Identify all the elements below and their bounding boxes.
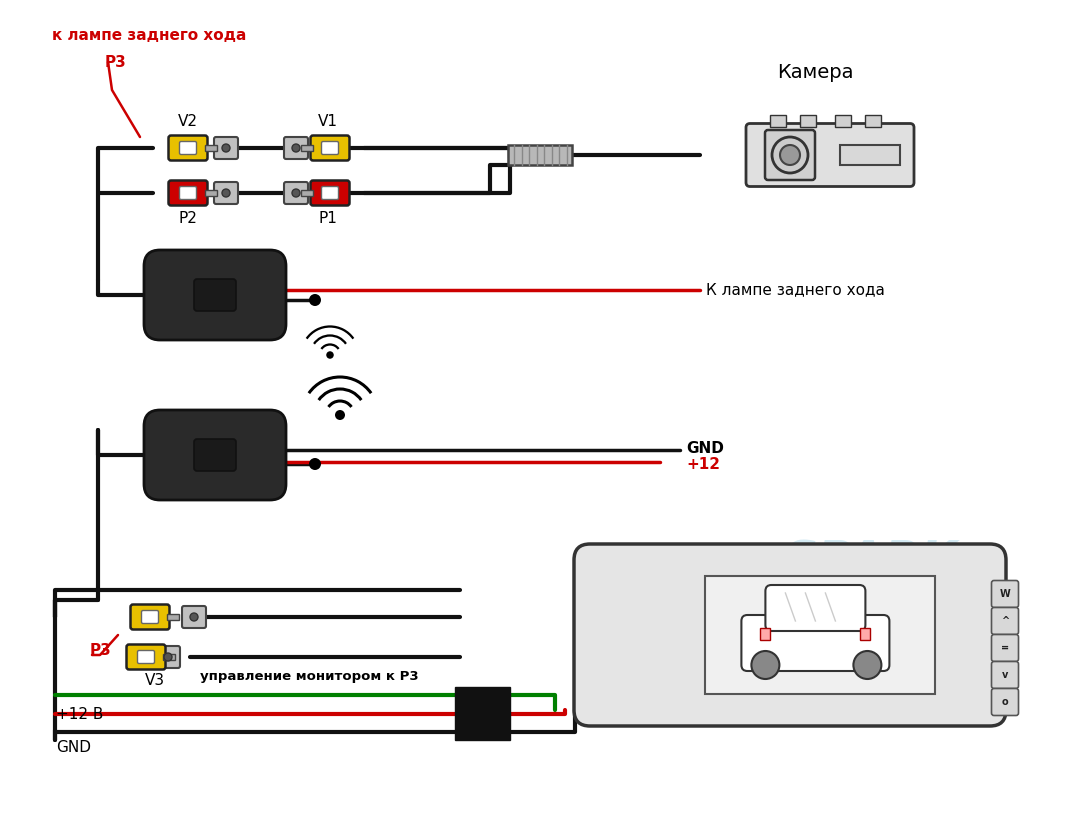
- Circle shape: [190, 613, 198, 621]
- FancyArrow shape: [163, 654, 175, 660]
- Text: к лампе заднего хода: к лампе заднего хода: [53, 28, 247, 43]
- Ellipse shape: [279, 450, 285, 460]
- Text: К лампе заднего хода: К лампе заднего хода: [706, 282, 884, 298]
- Bar: [455, 687, 510, 740]
- FancyArrow shape: [205, 190, 217, 196]
- FancyBboxPatch shape: [574, 544, 1006, 726]
- FancyBboxPatch shape: [311, 180, 349, 206]
- Bar: [840, 145, 900, 165]
- FancyBboxPatch shape: [746, 124, 914, 186]
- FancyBboxPatch shape: [194, 279, 236, 311]
- FancyBboxPatch shape: [508, 145, 572, 165]
- Ellipse shape: [267, 290, 273, 300]
- Text: V3: V3: [145, 672, 165, 688]
- Text: =: =: [1001, 643, 1009, 653]
- Circle shape: [164, 653, 172, 661]
- FancyBboxPatch shape: [765, 130, 815, 180]
- Ellipse shape: [145, 450, 151, 460]
- Text: +12 В: +12 В: [56, 706, 103, 721]
- FancyArrow shape: [301, 190, 313, 196]
- Circle shape: [222, 189, 230, 197]
- Circle shape: [751, 651, 779, 679]
- Ellipse shape: [157, 450, 163, 460]
- Text: SPARK: SPARK: [783, 540, 957, 585]
- FancyBboxPatch shape: [144, 250, 286, 340]
- Circle shape: [326, 351, 333, 359]
- FancyBboxPatch shape: [182, 606, 206, 628]
- Text: P3: P3: [90, 642, 111, 658]
- Ellipse shape: [276, 450, 281, 460]
- FancyArrow shape: [205, 145, 217, 151]
- FancyBboxPatch shape: [126, 645, 165, 669]
- FancyArrow shape: [301, 145, 313, 151]
- Circle shape: [222, 144, 230, 152]
- Text: GND: GND: [56, 740, 91, 754]
- Ellipse shape: [267, 450, 273, 460]
- FancyBboxPatch shape: [142, 611, 159, 624]
- Text: W: W: [999, 589, 1011, 599]
- Text: V1: V1: [318, 115, 338, 129]
- Text: GND: GND: [686, 441, 724, 455]
- FancyBboxPatch shape: [284, 137, 308, 159]
- FancyBboxPatch shape: [168, 180, 208, 206]
- Circle shape: [334, 410, 345, 420]
- Bar: [865, 115, 881, 128]
- FancyBboxPatch shape: [992, 607, 1018, 634]
- Ellipse shape: [153, 290, 159, 300]
- Ellipse shape: [149, 450, 155, 460]
- Circle shape: [772, 137, 808, 173]
- Text: Камера: Камера: [777, 63, 853, 81]
- Circle shape: [309, 294, 321, 306]
- FancyBboxPatch shape: [992, 580, 1018, 607]
- Bar: [800, 115, 816, 128]
- Ellipse shape: [153, 450, 159, 460]
- Text: управление монитором к P3: управление монитором к P3: [200, 669, 419, 682]
- FancyBboxPatch shape: [992, 634, 1018, 662]
- FancyBboxPatch shape: [992, 689, 1018, 715]
- Circle shape: [853, 651, 881, 679]
- Bar: [861, 628, 870, 640]
- Ellipse shape: [149, 290, 155, 300]
- Text: P2: P2: [179, 211, 197, 225]
- FancyBboxPatch shape: [214, 137, 238, 159]
- Text: P3: P3: [105, 55, 126, 70]
- Ellipse shape: [271, 290, 277, 300]
- Text: o: o: [1001, 697, 1009, 707]
- FancyBboxPatch shape: [179, 141, 196, 154]
- Ellipse shape: [145, 290, 151, 300]
- FancyBboxPatch shape: [131, 605, 169, 629]
- FancyBboxPatch shape: [157, 646, 180, 668]
- Text: V2: V2: [178, 115, 198, 129]
- FancyBboxPatch shape: [284, 182, 308, 204]
- FancyBboxPatch shape: [168, 136, 208, 160]
- Bar: [770, 115, 786, 128]
- FancyBboxPatch shape: [765, 585, 865, 631]
- FancyBboxPatch shape: [322, 141, 339, 154]
- Ellipse shape: [157, 290, 163, 300]
- FancyBboxPatch shape: [322, 186, 339, 199]
- FancyBboxPatch shape: [214, 182, 238, 204]
- Text: P1: P1: [318, 211, 338, 225]
- FancyBboxPatch shape: [194, 439, 236, 471]
- Circle shape: [292, 144, 300, 152]
- Circle shape: [309, 458, 321, 470]
- Bar: [760, 628, 771, 640]
- FancyBboxPatch shape: [992, 662, 1018, 689]
- Ellipse shape: [279, 290, 285, 300]
- Bar: [835, 115, 851, 128]
- FancyBboxPatch shape: [144, 410, 286, 500]
- Text: v: v: [1002, 670, 1008, 680]
- Text: +12: +12: [686, 457, 720, 472]
- Circle shape: [292, 189, 300, 197]
- Bar: [705, 576, 935, 694]
- Text: ^: ^: [1001, 616, 1009, 626]
- FancyBboxPatch shape: [311, 136, 349, 160]
- Ellipse shape: [271, 450, 277, 460]
- Ellipse shape: [276, 290, 281, 300]
- FancyBboxPatch shape: [179, 186, 196, 199]
- FancyArrow shape: [167, 614, 179, 620]
- FancyBboxPatch shape: [137, 650, 154, 663]
- FancyBboxPatch shape: [742, 615, 890, 671]
- Circle shape: [780, 145, 800, 165]
